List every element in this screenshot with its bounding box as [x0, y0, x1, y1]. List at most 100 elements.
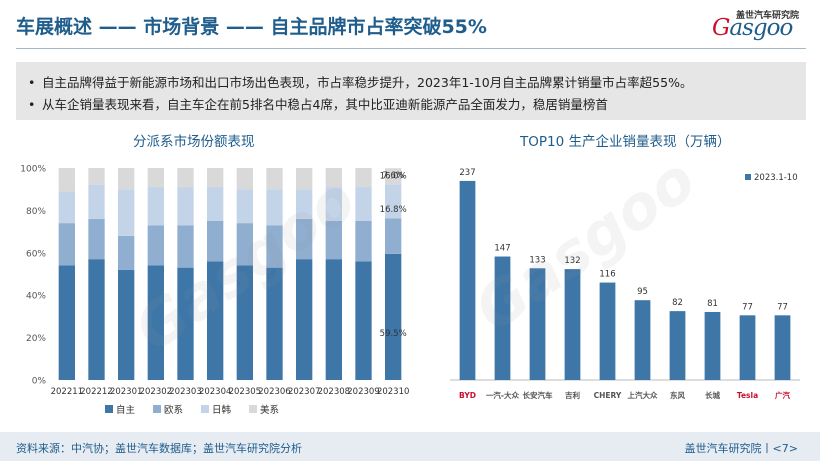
page-title: 车展概述 —— 市场背景 —— 自主品牌市占率突破55% [16, 16, 487, 38]
brand-logo-Tesla: Tesla [737, 391, 758, 400]
legend-swatch-日韩 [201, 405, 209, 413]
data-label: 77 [777, 302, 788, 312]
data-label: 95 [637, 287, 648, 297]
brand-logo-长城: 长城 [705, 390, 720, 400]
x-tick-label: 202211 [51, 387, 83, 397]
bar-202212-自主 [88, 259, 105, 380]
legend-swatch-欧系 [153, 405, 161, 413]
footer-source: 资料来源：中汽协；盖世汽车数据库；盖世汽车研究院分析 [16, 442, 302, 455]
legend-label: 日韩 [212, 404, 232, 416]
logo-subtitle: 盖世汽车研究院 [736, 11, 800, 21]
bar-202301-自主 [118, 269, 135, 380]
bar-202305-美系 [236, 168, 253, 190]
x-tick-label: 202306 [258, 387, 290, 397]
bar-202306-欧系 [266, 225, 283, 268]
brand-logo-上汽大众: 上汽大众 [628, 390, 658, 400]
bullet-dot: • [28, 75, 36, 90]
bar-202305-自主 [236, 265, 253, 380]
y-tick-label: 40% [26, 292, 46, 302]
summary-bullet-text: 从车企销量表现来看，自主车企在前5排名中稳占4席，其中比亚迪新能源产品全面发力，… [42, 97, 608, 112]
footer-page-number: 盖世汽车研究院丨<7> [684, 442, 798, 455]
bar-吉利 [564, 269, 581, 380]
title-divider [16, 48, 806, 49]
top10-sales-chart: 237 BYD 147 一汽-大众 133 长安汽车 132 吉利 116 CHERY 95 上汽大众… [450, 168, 800, 400]
bar-BYD [459, 180, 476, 380]
bar-202307-欧系 [296, 218, 313, 260]
footer: 资料来源：中汽协；盖世汽车数据库；盖世汽车研究院分析 盖世汽车研究院丨<7> [0, 432, 820, 461]
bar-202310-自主 [385, 253, 402, 380]
bar-202301-欧系 [118, 235, 135, 270]
x-tick-label: 202302 [140, 387, 172, 397]
bar-202309-日韩 [355, 187, 372, 221]
logo-initial: G [712, 15, 730, 41]
bar-202211-自主 [58, 265, 75, 380]
data-label: 82 [672, 298, 683, 308]
bar-202305-日韩 [236, 189, 253, 224]
bar-202303-欧系 [177, 225, 194, 268]
bar-202308-日韩 [325, 187, 342, 221]
bar-202307-自主 [296, 259, 313, 380]
x-tick-label: 202212 [80, 387, 112, 397]
summary-bullet-2: • 从车企销量表现来看，自主车企在前5排名中稳占4席，其中比亚迪新能源产品全面发力… [28, 94, 608, 113]
bar-长安汽车 [529, 268, 546, 380]
y-tick-label: 20% [26, 334, 46, 344]
bar-202211-欧系 [58, 223, 75, 266]
bar-一汽-大众 [494, 256, 511, 380]
y-tick-label: 80% [26, 207, 46, 217]
logo-wordmark: Gasgoo [712, 15, 793, 41]
bar-202308-美系 [325, 168, 342, 188]
x-tick-label: 202301 [110, 387, 142, 397]
bar-202306-自主 [266, 267, 283, 380]
data-label: 59.5% [380, 329, 407, 339]
x-tick-label: 202304 [199, 387, 231, 397]
data-label: 16.0% [380, 171, 407, 181]
bar-202303-日韩 [177, 187, 194, 226]
bar-202212-欧系 [88, 218, 105, 260]
bar-202304-日韩 [207, 187, 224, 221]
bar-202310-美系 [385, 168, 402, 185]
left-chart-title: 分派系市场份额表现 [133, 134, 255, 150]
data-label: 7.6% [382, 171, 404, 181]
bullet-dot: • [28, 97, 36, 112]
brand-logo-CHERY: CHERY [594, 391, 622, 400]
legend-swatch [745, 174, 751, 180]
brand-logo-吉利: 吉利 [565, 390, 580, 400]
brand-logo-一汽-大众: 一汽-大众 [486, 390, 520, 400]
legend-label: 2023.1-10 [754, 173, 798, 183]
bar-202212-美系 [88, 168, 105, 185]
brand-logo-东风: 东风 [670, 390, 685, 400]
legend-swatch-美系 [249, 405, 257, 413]
x-tick-label: 202309 [347, 387, 379, 397]
bar-202302-自主 [147, 265, 164, 380]
bar-202302-美系 [147, 168, 164, 188]
legend-label: 美系 [260, 404, 279, 416]
bar-202309-自主 [355, 261, 372, 380]
summary-box: • 自主品牌得益于新能源市场和出口市场出色表现，市占率稳步提升，2023年1-10… [16, 62, 806, 120]
data-label: 147 [494, 244, 510, 254]
bar-202211-美系 [58, 168, 75, 192]
bar-202212-日韩 [88, 184, 105, 219]
bar-202306-日韩 [266, 189, 283, 226]
bar-广汽 [774, 315, 791, 380]
data-label: 81 [707, 299, 718, 309]
data-label: 77 [742, 302, 753, 312]
bar-东风 [669, 311, 686, 380]
x-tick-label: 202308 [318, 387, 350, 397]
bar-202306-美系 [266, 168, 283, 190]
data-label: 133 [529, 255, 545, 265]
bar-Tesla [739, 315, 756, 380]
y-tick-label: 60% [26, 249, 46, 259]
x-tick-label: 202307 [288, 387, 320, 397]
x-tick-label: 202305 [229, 387, 261, 397]
data-label: 237 [459, 168, 475, 178]
bar-202307-美系 [296, 168, 313, 190]
brand-logo-长安汽车: 长安汽车 [523, 390, 553, 400]
bar-202310-日韩 [385, 184, 402, 219]
bar-202301-美系 [118, 168, 135, 190]
x-tick-label: 202310 [377, 387, 409, 397]
market-share-chart: 0%20%40%60%80%100%2022112022122023012023… [20, 165, 409, 417]
bar-202309-欧系 [355, 221, 372, 262]
brand-logo-广汽: 广汽 [775, 390, 790, 400]
bar-202211-日韩 [58, 191, 75, 224]
bar-202304-美系 [207, 168, 224, 188]
